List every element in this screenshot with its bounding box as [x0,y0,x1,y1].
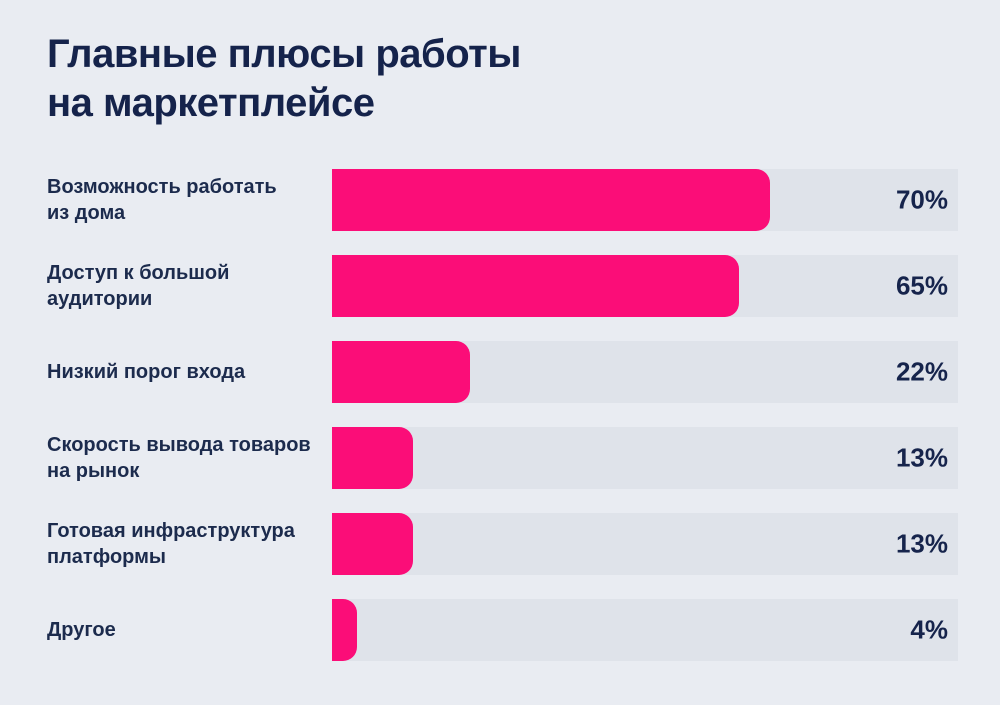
bar-fill [332,427,414,489]
bar-value: 13% [895,528,948,559]
bar-label: Низкий порог входа [47,361,246,383]
bar-value: 13% [895,442,948,473]
bar-fill [332,513,414,575]
bar-label: Другое [47,619,116,641]
bar-track: 65% [332,255,958,317]
bar-label: Готовая инфраструктура платформы [47,520,295,568]
bar-label: Скорость вывода товаров на рынок [47,434,311,482]
bar-fill [332,341,470,403]
bar-value: 4% [910,614,948,645]
bar-track: 13% [332,513,958,575]
bar-row: Доступ к большой аудитории 65% [47,255,958,317]
bar-value: 22% [895,356,948,387]
bar-row: Другое 4% [47,599,958,661]
bar-label: Возможность работать из дома [47,176,277,224]
chart-title: Главные плюсы работы на маркетплейсе [47,32,521,125]
bar-track: 13% [332,427,958,489]
bar-fill [332,599,358,661]
bar-fill [332,169,771,231]
bar-value: 70% [895,184,948,215]
bar-track: 70% [332,169,958,231]
bar-track: 4% [332,599,958,661]
bar-row: Низкий порог входа 22% [47,341,958,403]
bar-label: Доступ к большой аудитории [47,262,230,310]
bar-row: Готовая инфраструктура платформы 13% [47,513,958,575]
bar-value: 65% [895,270,948,301]
bar-row: Возможность работать из дома 70% [47,169,958,231]
bar-row: Скорость вывода товаров на рынок 13% [47,427,958,489]
bar-fill [332,255,739,317]
bar-chart: Возможность работать из дома 70% Доступ к … [47,169,958,661]
bar-track: 22% [332,341,958,403]
